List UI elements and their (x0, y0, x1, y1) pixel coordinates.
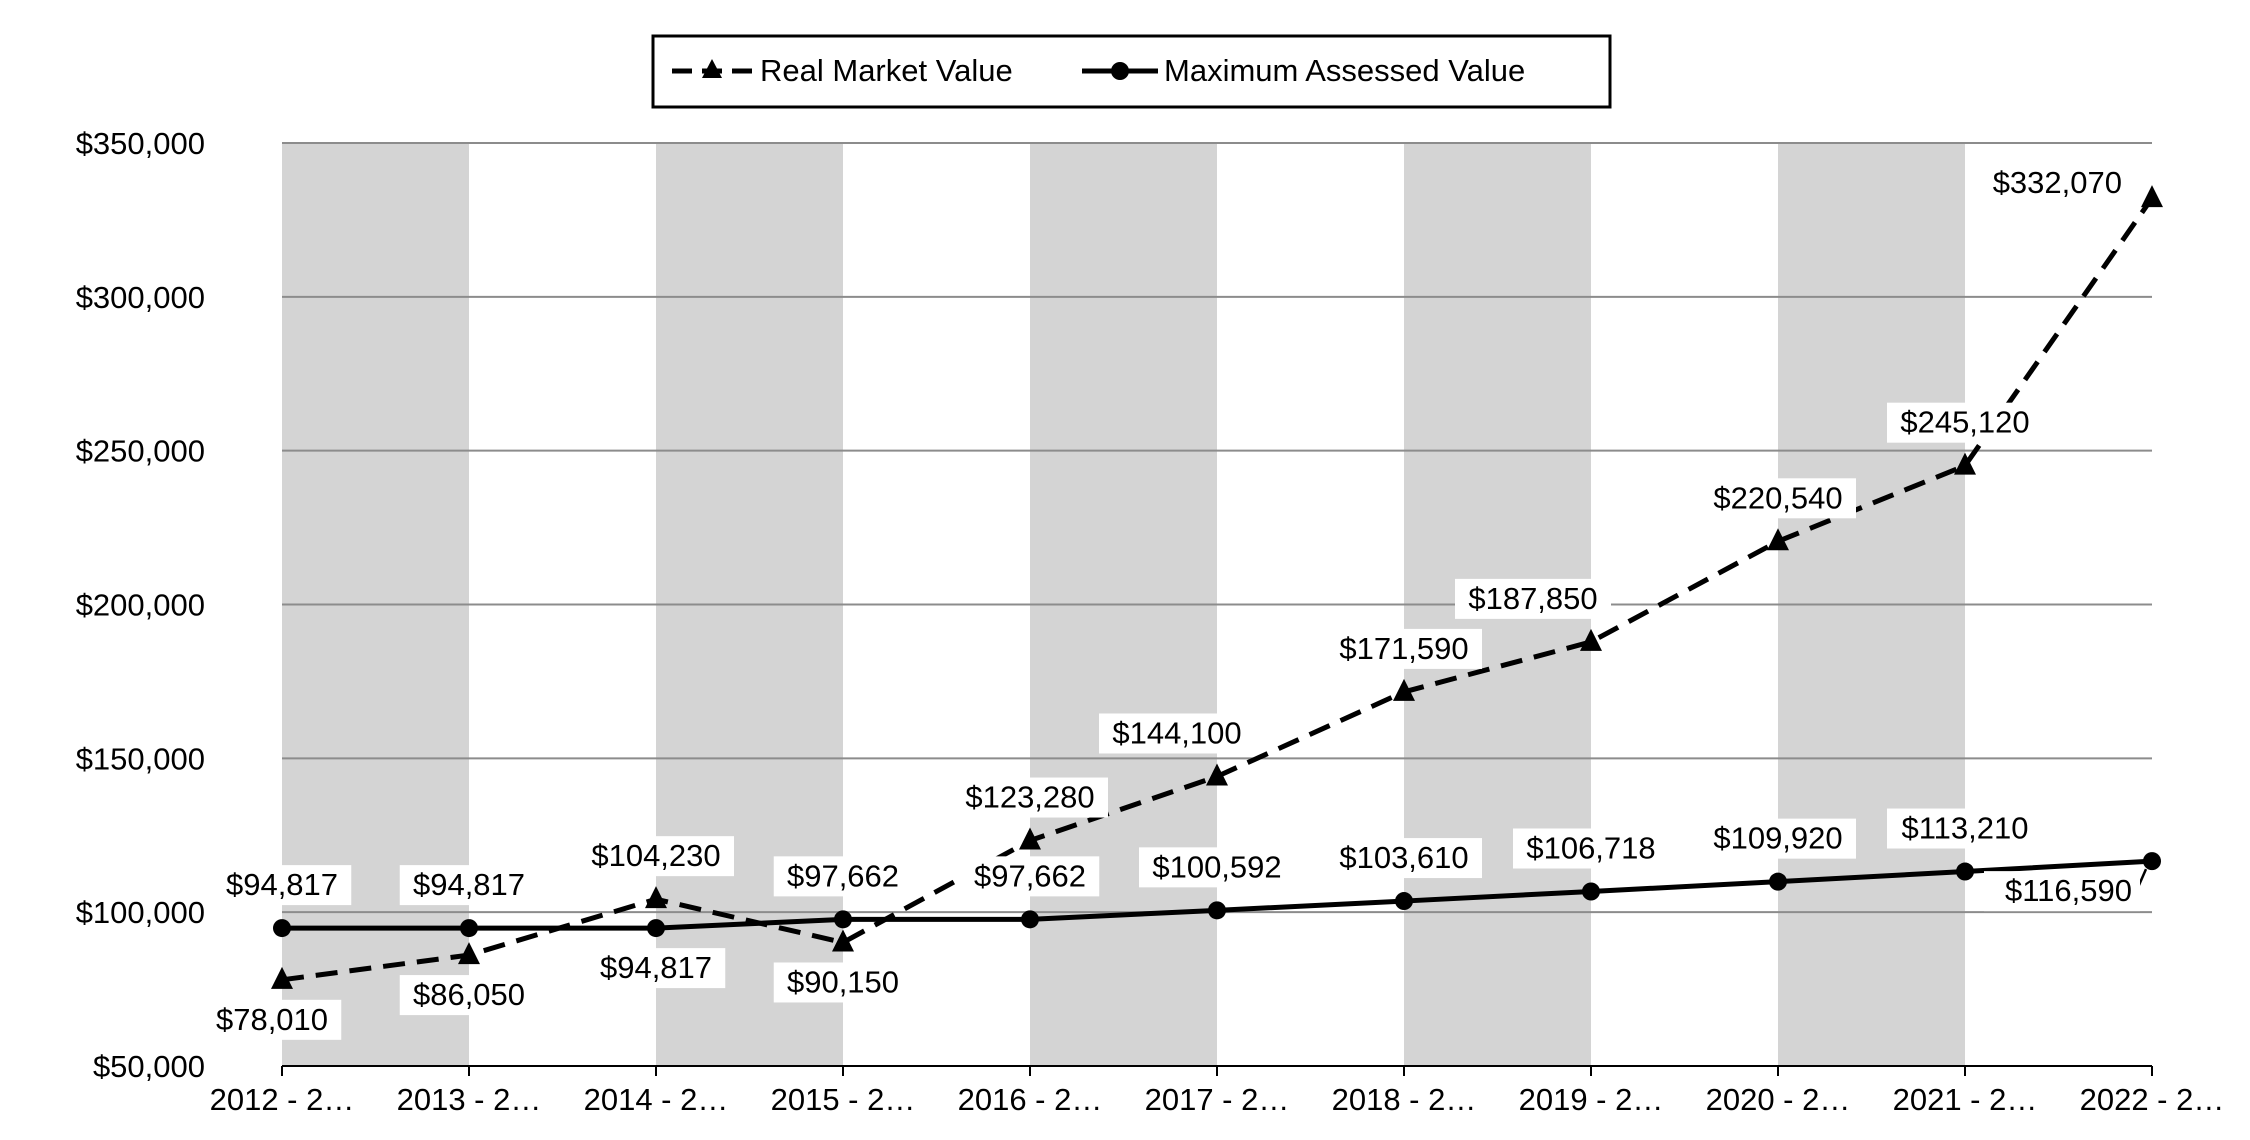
x-tick-label: 2013 - 2… (397, 1082, 542, 1117)
data-point-real-market-value (832, 929, 854, 952)
x-tick-label: 2016 - 2… (958, 1082, 1103, 1117)
data-label-maximum-assessed-value: $106,718 (1526, 830, 1655, 865)
data-label-real-market-value: $90,150 (787, 964, 899, 999)
data-label-maximum-assessed-value-background (399, 865, 539, 906)
legend-label-real-market-value: Real Market Value (760, 53, 1013, 88)
data-point-real-market-value (458, 942, 480, 965)
data-point-real-market-value (271, 966, 293, 989)
data-label-maximum-assessed-value: $97,662 (974, 858, 1086, 893)
data-label-real-market-value-background (952, 777, 1108, 818)
data-label-maximum-assessed-value: $97,662 (787, 858, 899, 893)
y-tick-label: $300,000 (76, 280, 205, 315)
y-tick-label: $150,000 (76, 741, 205, 776)
x-tick-label: 2012 - 2… (210, 1082, 355, 1117)
data-label-real-market-value: $171,590 (1339, 631, 1468, 666)
data-label-real-market-value: $332,070 (1993, 165, 2122, 200)
legend-marker-real-market-value (702, 59, 722, 78)
data-point-real-market-value (645, 886, 667, 909)
data-point-maximum-assessed-value (1582, 882, 1600, 901)
data-label-maximum-assessed-value-background (1887, 808, 2043, 849)
data-label-maximum-assessed-value-background (1984, 871, 2140, 912)
data-point-maximum-assessed-value (1021, 910, 1039, 929)
data-label-real-market-value: $245,120 (1900, 405, 2029, 440)
data-label-real-market-value: $86,050 (413, 977, 525, 1012)
data-label-real-market-value: $123,280 (965, 780, 1094, 815)
data-label-real-market-value-background (1099, 713, 1255, 754)
x-tick-label: 2015 - 2… (771, 1082, 916, 1117)
y-tick-label: $50,000 (93, 1049, 205, 1084)
x-tick-label: 2018 - 2… (1332, 1082, 1477, 1117)
data-label-real-market-value-background (202, 999, 342, 1040)
data-label-real-market-value: $78,010 (216, 1002, 328, 1037)
data-point-maximum-assessed-value (2143, 852, 2161, 871)
data-label-real-market-value: $187,850 (1468, 581, 1597, 616)
x-tick-label: 2017 - 2… (1145, 1082, 1290, 1117)
data-point-real-market-value (1767, 528, 1789, 551)
data-label-real-market-value-background (1974, 163, 2130, 204)
x-tick-label: 2021 - 2… (1893, 1082, 2038, 1117)
data-label-real-market-value-background (773, 962, 913, 1003)
data-point-maximum-assessed-value (1956, 862, 1974, 881)
data-point-maximum-assessed-value (1208, 901, 1226, 920)
data-label-real-market-value-background (1326, 628, 1482, 669)
data-label-maximum-assessed-value: $116,590 (2005, 873, 2132, 908)
data-label-real-market-value-background (1700, 478, 1856, 519)
data-point-real-market-value (2141, 185, 2163, 208)
legend-marker-maximum-assessed-value (1111, 62, 1129, 80)
data-point-real-market-value (1580, 628, 1602, 651)
data-point-maximum-assessed-value (647, 919, 665, 938)
data-point-maximum-assessed-value (273, 919, 291, 938)
data-point-real-market-value (1954, 452, 1976, 475)
data-label-real-market-value: $104,230 (591, 838, 720, 873)
x-tick-label: 2014 - 2… (584, 1082, 729, 1117)
data-point-real-market-value (1206, 763, 1228, 786)
data-point-real-market-value (1393, 678, 1415, 701)
data-point-real-market-value (1019, 827, 1041, 850)
data-label-maximum-assessed-value: $100,592 (1152, 849, 1281, 884)
data-label-maximum-assessed-value: $109,920 (1713, 821, 1842, 856)
data-label-real-market-value: $144,100 (1112, 715, 1241, 750)
data-label-real-market-value: $220,540 (1713, 480, 1842, 515)
data-point-maximum-assessed-value (1769, 872, 1787, 891)
y-tick-label: $250,000 (76, 434, 205, 469)
legend-label-maximum-assessed-value: Maximum Assessed Value (1164, 53, 1525, 88)
data-label-real-market-value-background (1455, 578, 1611, 619)
y-tick-label: $350,000 (76, 126, 205, 161)
y-tick-label: $200,000 (76, 588, 205, 623)
y-tick-label: $100,000 (76, 895, 205, 930)
data-label-maximum-assessed-value-background (960, 856, 1100, 897)
x-tick-label: 2020 - 2… (1706, 1082, 1851, 1117)
data-label-real-market-value-background (578, 836, 734, 877)
data-point-maximum-assessed-value (460, 919, 478, 938)
data-label-maximum-assessed-value-background (1326, 838, 1482, 879)
data-label-maximum-assessed-value-background (1513, 828, 1669, 869)
data-label-real-market-value-background (1887, 402, 2043, 443)
x-tick-label: 2019 - 2… (1519, 1082, 1664, 1117)
data-label-maximum-assessed-value-background (586, 948, 726, 989)
x-tick-label: 2022 - 2… (2080, 1082, 2225, 1117)
data-point-maximum-assessed-value (834, 910, 852, 929)
data-label-maximum-assessed-value-background (1139, 847, 1295, 888)
data-label-maximum-assessed-value-background (773, 856, 913, 897)
data-label-maximum-assessed-value: $113,210 (1902, 811, 2029, 846)
data-label-maximum-assessed-value-background (212, 865, 352, 906)
data-label-maximum-assessed-value: $103,610 (1339, 840, 1468, 875)
data-label-maximum-assessed-value-background (1700, 818, 1856, 859)
data-label-maximum-assessed-value: $94,817 (226, 867, 338, 902)
data-label-real-market-value-background (399, 975, 539, 1016)
data-point-maximum-assessed-value (1395, 892, 1413, 911)
data-label-maximum-assessed-value: $94,817 (413, 867, 525, 902)
data-label-maximum-assessed-value: $94,817 (600, 950, 712, 985)
